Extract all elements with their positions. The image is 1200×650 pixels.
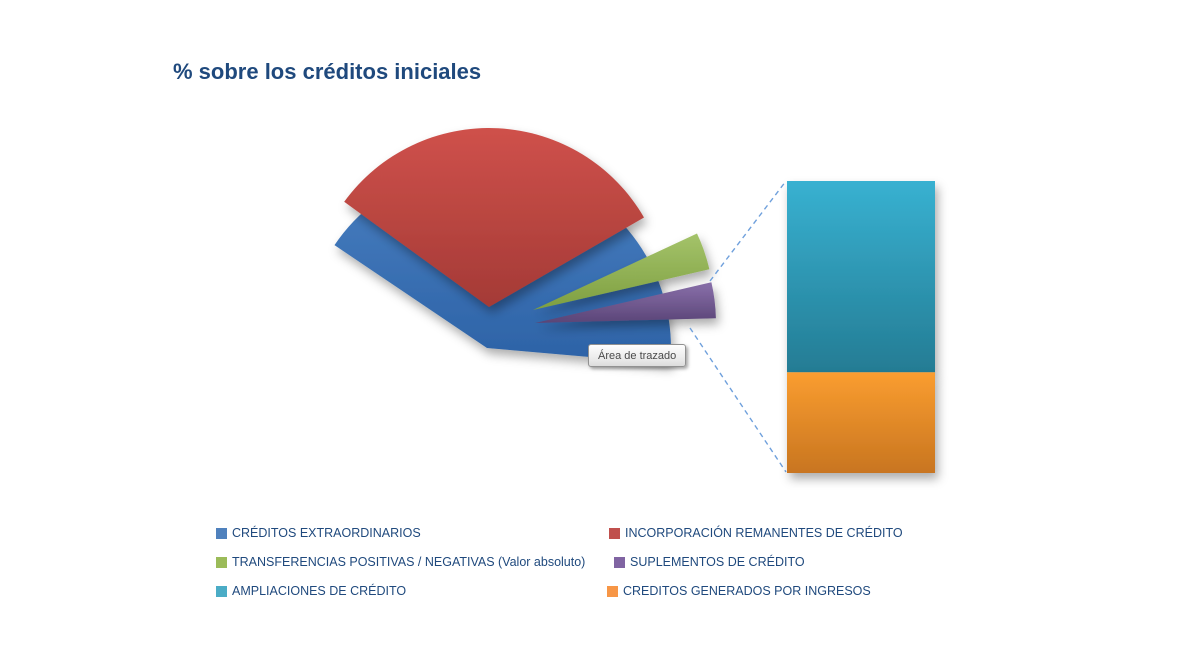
legend-item[interactable]: INCORPORACIÓN REMANENTES DE CRÉDITO — [609, 527, 903, 540]
legend-item[interactable]: AMPLIACIONES DE CRÉDITO — [216, 585, 406, 598]
plot-area-tooltip: Área de trazado — [588, 344, 687, 367]
bar-connector-line — [709, 180, 787, 282]
chart-title[interactable]: % sobre los créditos iniciales — [173, 59, 482, 84]
legend-item[interactable]: SUPLEMENTOS DE CRÉDITO — [614, 556, 805, 569]
legend-item[interactable]: CRÉDITOS EXTRAORDINARIOS — [216, 527, 421, 540]
bar-segment-creditos-generados-ingresos[interactable] — [787, 372, 935, 473]
legend-swatch — [614, 557, 625, 568]
legend-label: SUPLEMENTOS DE CRÉDITO — [630, 555, 805, 569]
legend-label: TRANSFERENCIAS POSITIVAS / NEGATIVAS (Va… — [232, 555, 586, 569]
legend-item[interactable]: TRANSFERENCIAS POSITIVAS / NEGATIVAS (Va… — [216, 556, 585, 569]
legend-swatch — [609, 528, 620, 539]
legend-label: CREDITOS GENERADOS POR INGRESOS — [623, 584, 871, 598]
legend-swatch — [607, 586, 618, 597]
legend-swatch — [216, 557, 227, 568]
bar-segment-ampliaciones-de-credito[interactable] — [787, 181, 935, 373]
pie-slice-suplementos-de-credito[interactable] — [535, 282, 716, 323]
legend-label: AMPLIACIONES DE CRÉDITO — [232, 584, 407, 598]
legend-swatch — [216, 528, 227, 539]
legend-item[interactable]: CREDITOS GENERADOS POR INGRESOS — [607, 585, 871, 598]
legend-label: INCORPORACIÓN REMANENTES DE CRÉDITO — [625, 526, 903, 540]
bar-connector-line — [689, 327, 787, 473]
pie-slice-transferencias[interactable] — [533, 233, 710, 311]
pie-slice-incorporacion-remanentes[interactable] — [344, 128, 644, 307]
legend-swatch — [216, 586, 227, 597]
legend-label: CRÉDITOS EXTRAORDINARIOS — [232, 526, 421, 540]
